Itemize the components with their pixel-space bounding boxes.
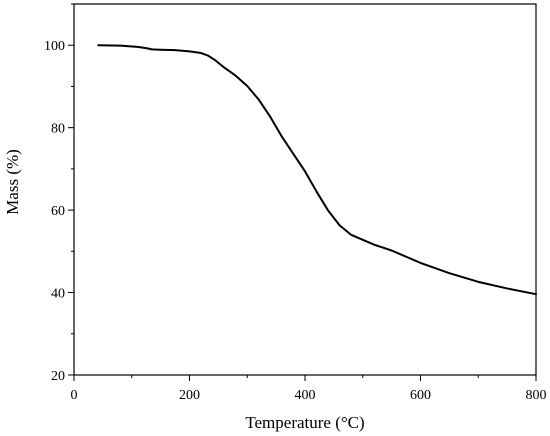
y-tick-label: 20 <box>51 369 65 384</box>
x-tick-label: 600 <box>410 388 431 403</box>
axis-ticks <box>68 3 537 381</box>
x-tick-label: 400 <box>295 388 316 403</box>
x-tick-label: 0 <box>71 388 78 403</box>
y-axis-title: Mass (%) <box>3 149 22 215</box>
mass-loss-curve <box>97 44 537 296</box>
x-axis-title: Temperature (°C) <box>245 413 364 432</box>
plot-frame <box>73 3 537 376</box>
y-tick-label: 60 <box>51 204 65 219</box>
tick-labels: 0 200 400 600 800 20 40 60 80 100 <box>44 39 547 403</box>
plot-area <box>73 3 537 376</box>
y-tick-label: 80 <box>51 122 65 137</box>
y-tick-label: 100 <box>44 39 65 54</box>
y-tick-label: 40 <box>51 287 65 302</box>
x-tick-label: 200 <box>179 388 200 403</box>
x-tick-label: 800 <box>526 388 547 403</box>
